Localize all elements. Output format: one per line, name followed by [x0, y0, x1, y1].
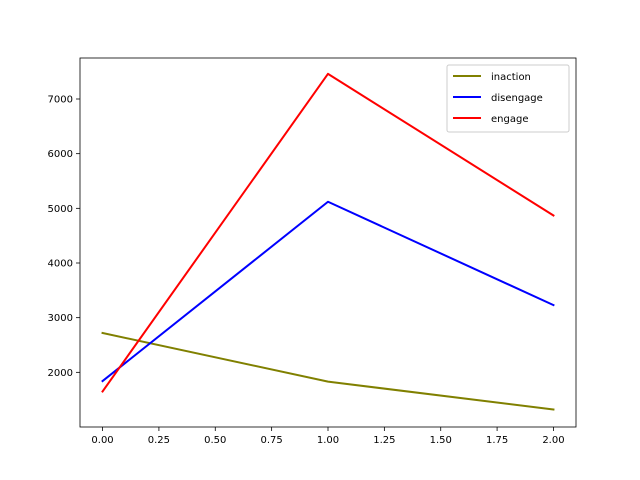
x-tick-label: 2.00 [542, 435, 564, 446]
x-tick-label: 1.50 [430, 435, 452, 446]
x-tick-label: 1.00 [317, 435, 339, 446]
series-line-inaction [101, 331, 555, 411]
x-axis: 0.00 0.25 0.50 0.75 1.00 1.25 1.50 1.75 2.00 [91, 427, 565, 446]
legend: inaction disengage engage [446, 64, 570, 133]
y-tick-label: 6000 [48, 149, 73, 160]
y-axis: 2000 3000 4000 5000 6000 7000 [48, 95, 80, 379]
x-tick-label: 0.00 [91, 435, 113, 446]
plot-lines [101, 72, 555, 411]
y-tick-label: 4000 [48, 259, 73, 270]
y-tick-label: 3000 [48, 313, 73, 324]
x-tick-label: 1.25 [373, 435, 395, 446]
x-tick-label: 1.75 [486, 435, 508, 446]
legend-label: engage [491, 114, 528, 125]
x-tick-label: 0.50 [204, 435, 226, 446]
legend-box [446, 64, 570, 133]
y-tick-label: 7000 [48, 95, 73, 106]
x-tick-label: 0.75 [261, 435, 283, 446]
series-line-engage [101, 72, 555, 393]
y-tick-label: 2000 [48, 368, 73, 379]
legend-label: disengage [491, 93, 543, 104]
legend-label: inaction [491, 72, 531, 83]
series-line-disengage [101, 200, 555, 383]
x-tick-label: 0.25 [148, 435, 170, 446]
y-tick-label: 5000 [48, 204, 73, 215]
